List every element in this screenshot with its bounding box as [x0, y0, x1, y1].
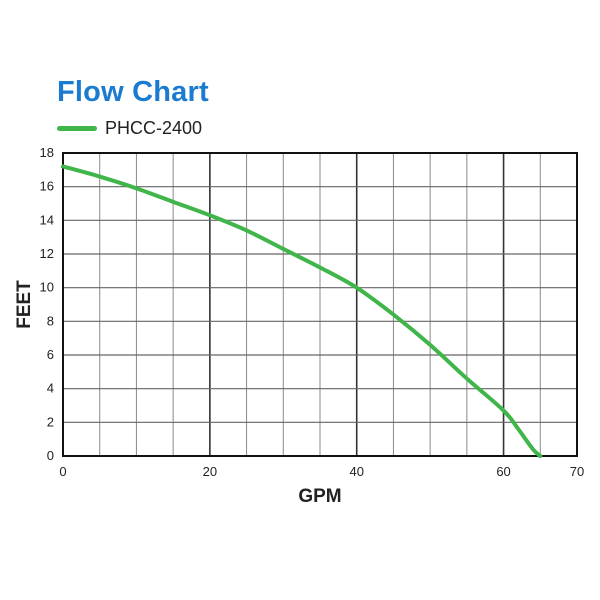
- chart-title: Flow Chart: [57, 76, 209, 108]
- x-tick-label: 40: [349, 464, 363, 479]
- y-tick-label: 16: [40, 179, 54, 194]
- y-tick-labels: 0 2 4 6 8 10 12 14 16 18: [40, 145, 54, 463]
- y-tick-label: 0: [47, 448, 54, 463]
- y-tick-label: 4: [47, 381, 54, 396]
- y-tick-label: 8: [47, 313, 54, 328]
- x-tick-labels: 0 20 40 60 70: [59, 464, 584, 479]
- grid: [63, 153, 577, 456]
- x-tick-label: 70: [570, 464, 584, 479]
- legend: PHCC-2400: [57, 118, 202, 139]
- y-tick-label: 12: [40, 246, 54, 261]
- y-tick-label: 6: [47, 347, 54, 362]
- x-tick-label: 20: [203, 464, 217, 479]
- y-tick-label: 10: [40, 280, 54, 295]
- y-axis-label: FEET: [14, 280, 35, 329]
- y-tick-label: 14: [40, 212, 54, 227]
- x-axis-label: GPM: [298, 486, 341, 507]
- x-tick-label: 60: [496, 464, 510, 479]
- legend-line-swatch: [57, 126, 97, 131]
- y-tick-label: 2: [47, 414, 54, 429]
- plot-frame: [62, 152, 578, 457]
- y-tick-label: 18: [40, 145, 54, 160]
- legend-label: PHCC-2400: [105, 118, 203, 138]
- series-line-phcc-2400: [61, 164, 543, 458]
- x-tick-label: 0: [59, 464, 66, 479]
